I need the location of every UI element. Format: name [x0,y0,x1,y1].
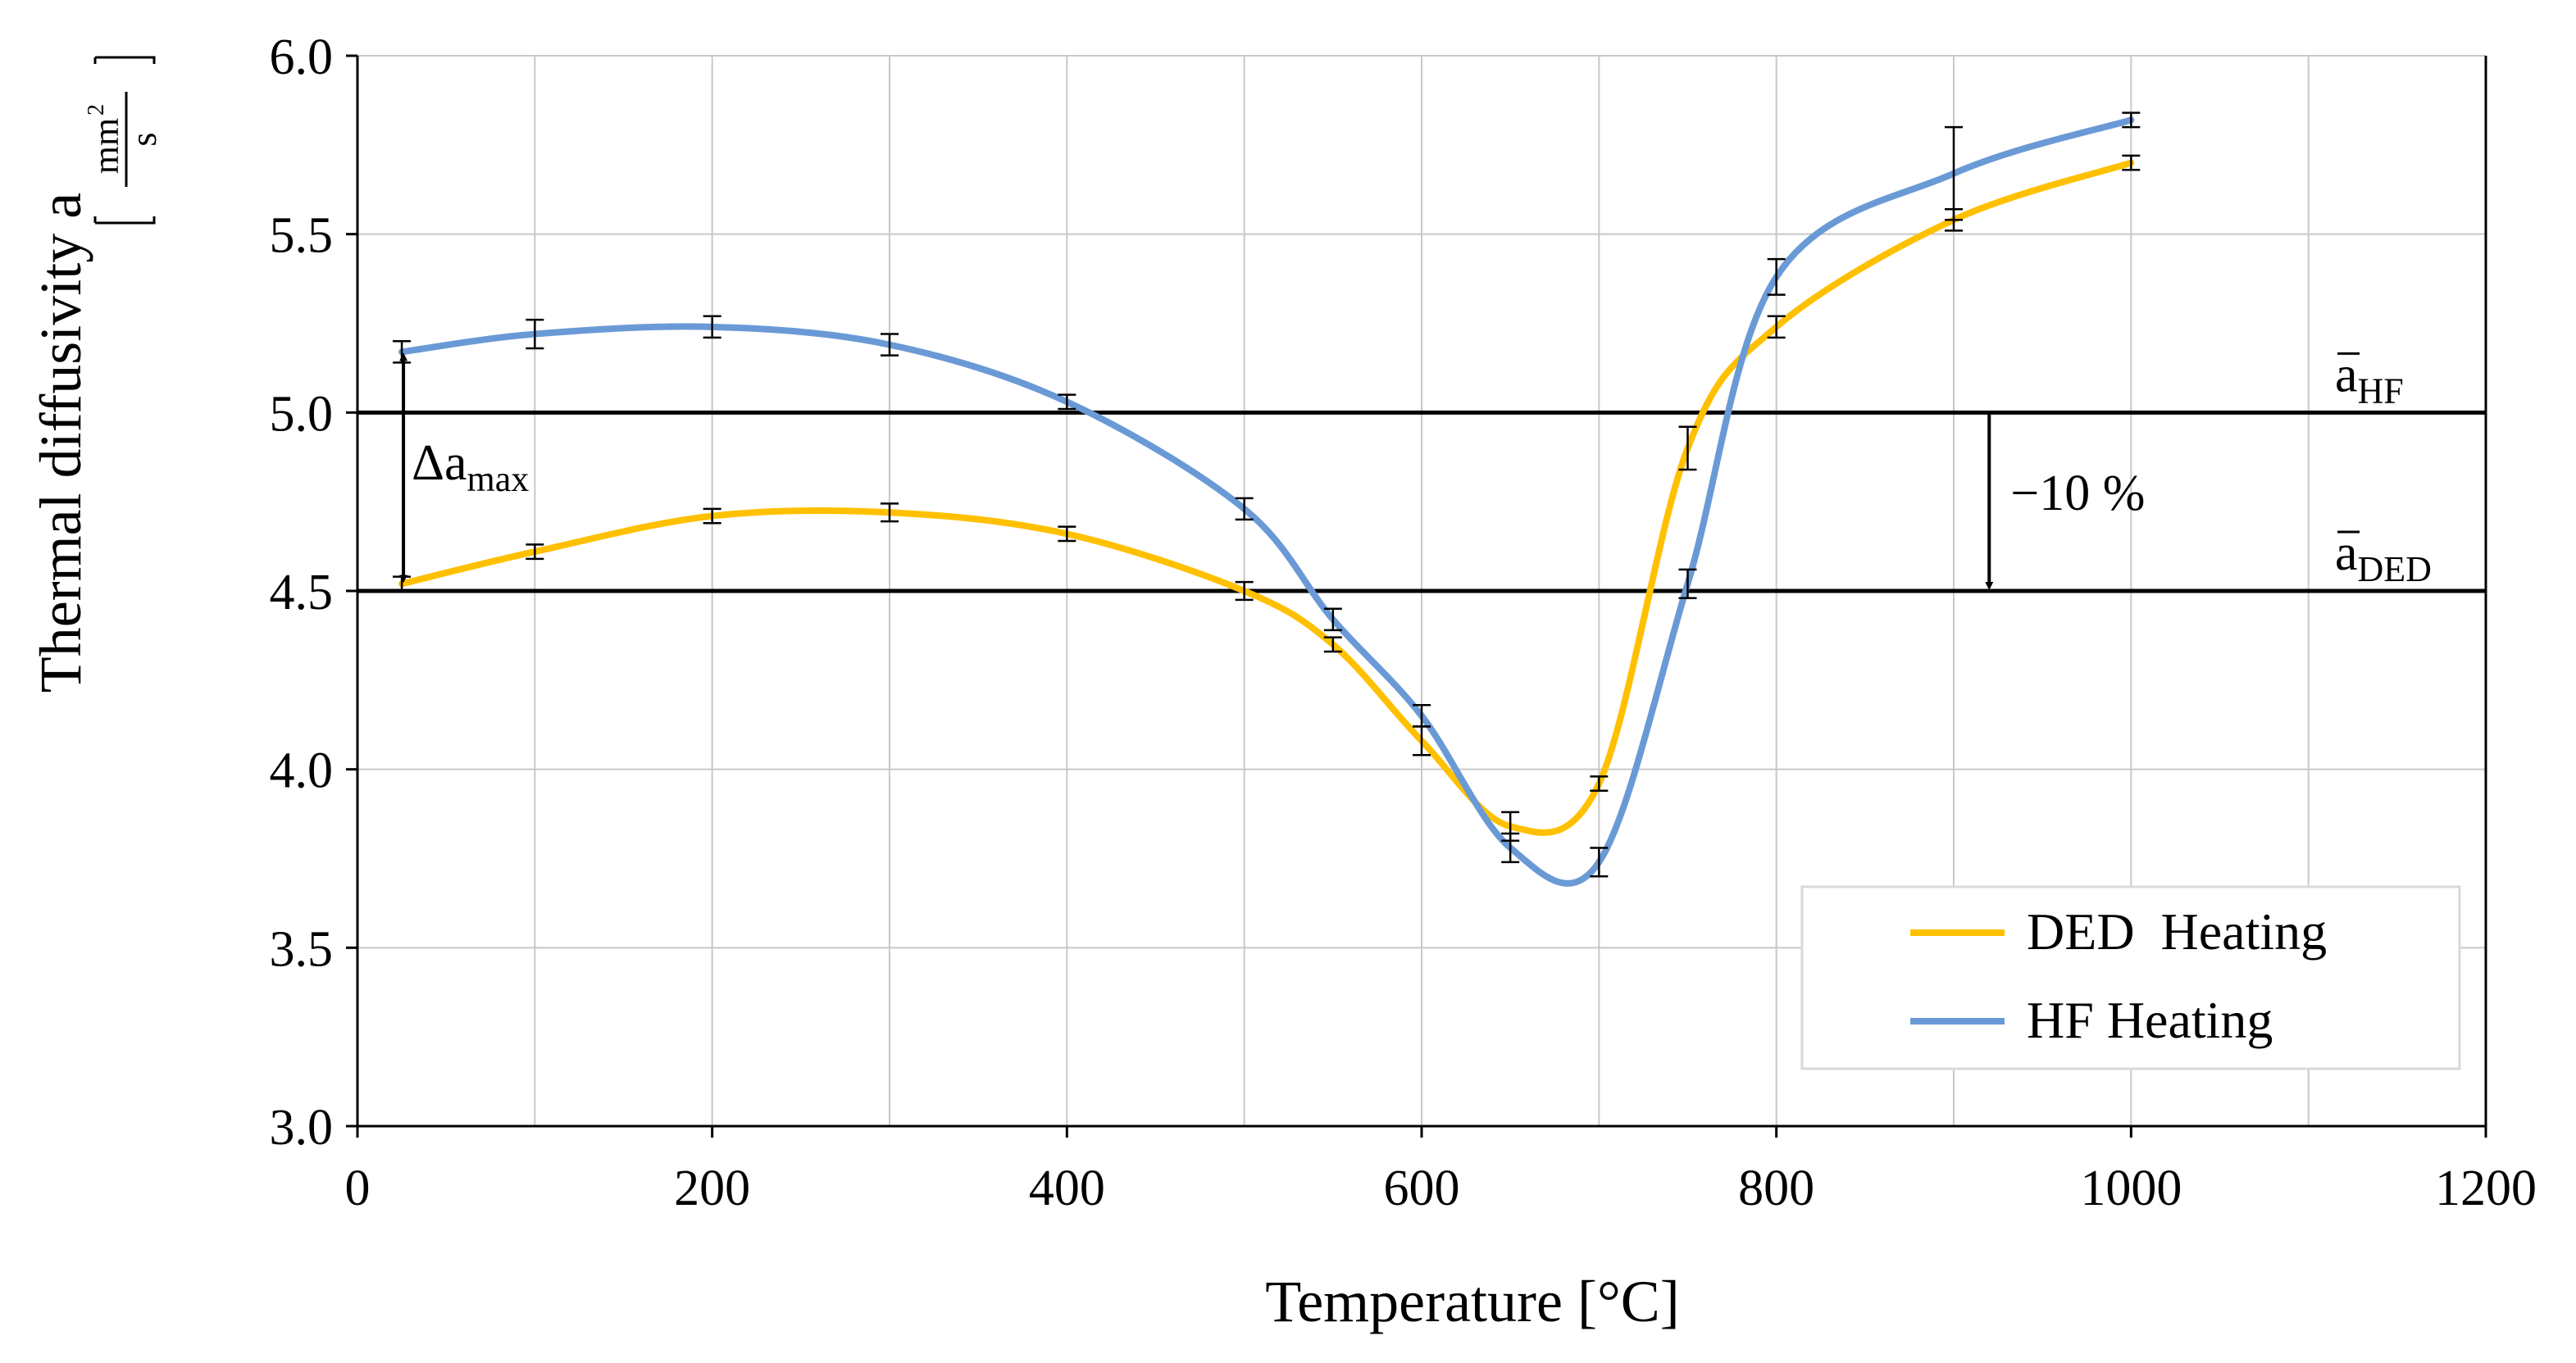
error-bar-s0-4 [1058,525,1076,543]
error-bar-s0-10 [1678,425,1697,471]
x-tick-label-3: 600 [1384,1161,1460,1216]
error-bar-s0-11 [1767,315,1786,339]
x-axis-label: Temperature [°C] [1265,1269,1680,1334]
error-bar-s1-2 [703,315,721,339]
error-bar-s1-7 [1413,704,1431,728]
error-bar-s1-5 [1235,497,1254,521]
error-bar-s0-5 [1235,580,1254,602]
error-bar-s1-6 [1323,607,1342,632]
x-tick-label-6: 1200 [2435,1161,2537,1216]
axes: 3.0 3.5 4.0 4.5 5.0 5.5 6.0 0 200 400 600 800 1000 12… [270,30,2537,1216]
error-bar-s1-3 [881,333,899,357]
unit-bracket-left [93,216,156,225]
error-bar-s1-10 [1678,568,1697,599]
y-tick-label-6: 6.0 [270,30,334,85]
y-tick-label-5: 5.5 [270,208,334,264]
legend-label-hf: HF Heating [2027,991,2273,1049]
error-bar-s0-6 [1323,636,1342,653]
legend: DED Heating HF Heating [1800,885,2461,1070]
error-bar-s0-3 [881,502,899,523]
reference-label-mean_HF: aHF [2335,347,2404,411]
unit-bracket-right [93,56,156,64]
y-tick-label-3: 4.5 [270,565,334,620]
x-tick-label-1: 200 [674,1161,750,1216]
series-line-0 [398,159,2135,836]
error-bar-s1-9 [1590,847,1609,878]
error-bar-s1-4 [1058,393,1076,411]
y-tick-label-0: 3.0 [270,1100,334,1156]
reference-label-mean_DED: aDED [2335,525,2432,589]
delta-a-max-label: Δamax [412,435,529,499]
error-bar-s0-9 [1590,775,1609,793]
error-bar-s0-2 [703,507,721,525]
error-bar-s0-1 [526,543,544,561]
unit-numerator: mm [86,118,126,174]
y-axis-unit: mm 2 s [84,56,164,225]
x-tick-label-4: 800 [1738,1161,1814,1216]
y-axis-label: Thermal diffusivity a [28,193,93,693]
error-bar-s1-11 [1767,257,1786,296]
reference-lines: aHF aDED [357,347,2486,593]
unit-denominator: s [124,132,164,146]
error-bars [393,111,2141,878]
legend-label-ded: DED Heating [2027,902,2327,961]
y-tick-label-1: 3.5 [270,921,334,977]
y-tick-label-4: 5.0 [270,386,334,442]
error-bar-s1-13 [2122,111,2141,129]
error-bar-s1-8 [1501,832,1520,864]
x-tick-label-2: 400 [1029,1161,1105,1216]
unit-exponent: 2 [84,104,109,116]
x-tick-label-0: 0 [345,1161,371,1216]
legend-box [1800,885,2461,1070]
error-bar-s0-13 [2122,154,2141,171]
x-tick-label-5: 1000 [2080,1161,2182,1216]
drop-label: −10 % [2010,466,2145,521]
annotations: Δamax −10 % [399,352,2145,590]
error-bar-s1-12 [1945,125,1963,221]
y-tick-label-2: 4.0 [270,743,334,799]
error-bar-s1-1 [526,318,544,350]
y-axis-title: Thermal diffusivity a [28,193,93,693]
